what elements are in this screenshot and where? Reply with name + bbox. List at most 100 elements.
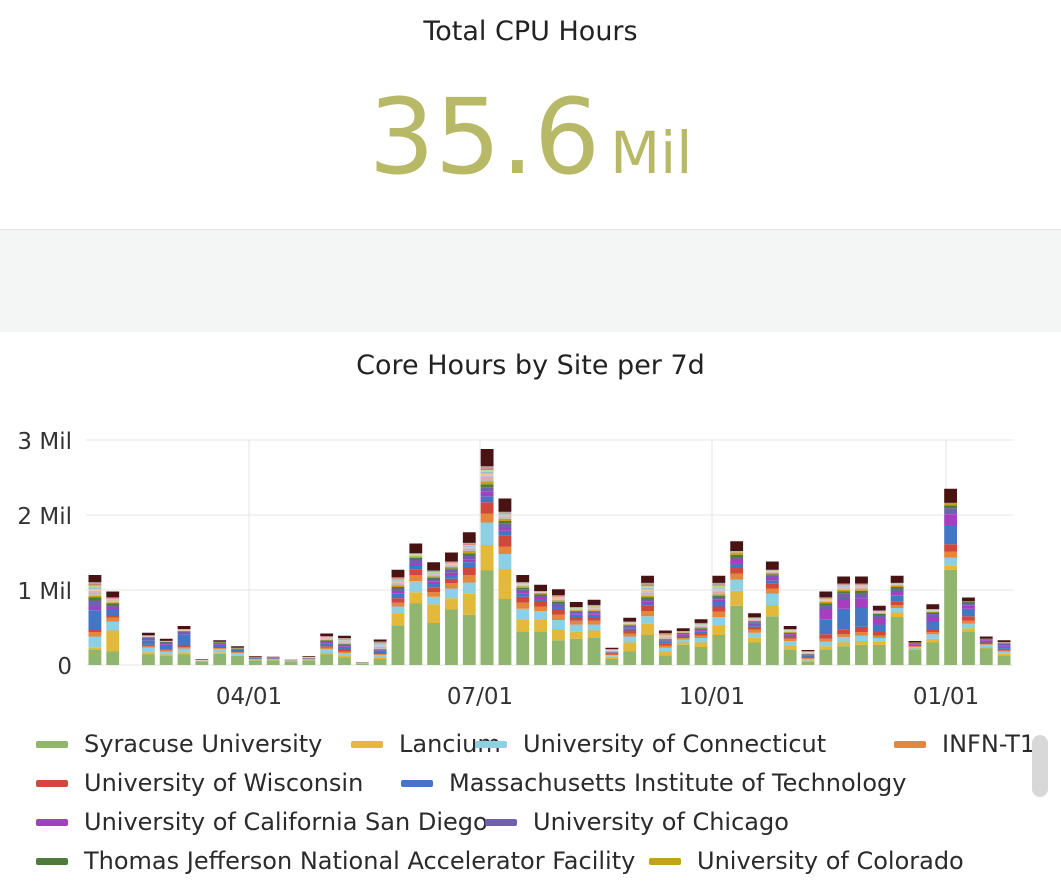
bar-segment [676, 636, 690, 638]
bar-segment [213, 652, 227, 654]
legend-scrollbar[interactable] [1032, 735, 1048, 797]
bar-segment-top [926, 604, 940, 610]
bar-segment [88, 606, 102, 611]
bar-segment-other [373, 642, 387, 644]
bar-segment-other [855, 583, 868, 585]
week-bar-stack[interactable] [765, 561, 779, 666]
week-bar-stack[interactable] [498, 498, 512, 666]
week-bar-stack[interactable] [141, 632, 155, 665]
week-bar-stack[interactable] [248, 656, 262, 665]
bar-segment [159, 651, 173, 655]
week-bar-stack[interactable] [195, 659, 209, 665]
week-bar-stack[interactable] [890, 575, 904, 665]
week-bar-stack[interactable] [605, 647, 619, 665]
week-bar-stack[interactable] [338, 635, 351, 665]
legend-swatch [36, 740, 68, 748]
bar-segment-other [516, 583, 530, 585]
week-bar-stack[interactable] [569, 602, 583, 665]
week-bar-stack[interactable] [837, 576, 851, 666]
legend-item[interactable]: Thomas Jefferson National Accelerator Fa… [36, 847, 635, 875]
week-bar-stack[interactable] [231, 646, 244, 665]
week-bar-stack[interactable] [427, 562, 441, 665]
bar-segment-other [712, 591, 726, 594]
week-bar-stack[interactable] [534, 584, 548, 665]
bar-segment-top [498, 498, 512, 512]
week-bar-stack[interactable] [712, 575, 726, 665]
bar-segment-other [373, 644, 387, 646]
week-bar-stack[interactable] [445, 552, 458, 666]
bar-segment [872, 638, 886, 642]
legend-item[interactable]: Syracuse University [36, 730, 322, 758]
bar-segment [587, 611, 601, 614]
bar-segment [427, 587, 441, 593]
bar-segment [569, 638, 583, 665]
week-bar-stack[interactable] [997, 640, 1011, 665]
week-bar-stack[interactable] [391, 569, 405, 665]
week-bar-stack[interactable] [962, 597, 975, 666]
week-bar-stack[interactable] [694, 619, 708, 665]
bar-segment [516, 593, 530, 597]
bar-segment [338, 647, 351, 650]
week-bar-stack[interactable] [748, 613, 761, 665]
week-bar-stack[interactable] [926, 604, 940, 665]
bar-segment [765, 580, 779, 584]
legend-item[interactable]: University of Chicago [485, 808, 789, 836]
bar-segment-top [890, 575, 904, 583]
week-bar-stack[interactable] [979, 636, 993, 666]
week-bar-stack[interactable] [872, 605, 886, 665]
week-bar-stack[interactable] [623, 617, 637, 665]
week-bar-stack[interactable] [819, 591, 833, 666]
legend-item[interactable]: Lancium [351, 730, 501, 758]
bar-segment-other [480, 471, 494, 474]
week-bar-stack[interactable] [551, 589, 565, 665]
bar-segment [944, 557, 958, 566]
bar-segment [783, 632, 797, 633]
week-bar-stack[interactable] [658, 630, 672, 666]
bar-segment [409, 560, 423, 563]
week-bar-stack[interactable] [106, 591, 120, 666]
week-bar-stack[interactable] [462, 532, 476, 665]
week-bar-stack[interactable] [355, 662, 369, 665]
bar-segment-top [569, 602, 583, 608]
bar-segment [516, 602, 530, 609]
week-bar-stack[interactable] [676, 628, 690, 665]
week-bar-stack[interactable] [801, 650, 815, 665]
legend-label: Massachusetts Institute of Technology [449, 769, 907, 797]
week-bar-stack[interactable] [944, 488, 958, 665]
week-bar-stack[interactable] [88, 575, 102, 665]
bar-segment-other [445, 562, 458, 563]
legend-item[interactable]: University of Wisconsin [36, 769, 363, 797]
week-bar-stack[interactable] [373, 639, 387, 666]
bar-segment-top [480, 449, 494, 467]
week-bar-stack[interactable] [177, 626, 191, 665]
week-bar-stack[interactable] [302, 656, 316, 665]
week-bar-stack[interactable] [159, 638, 173, 665]
legend-item[interactable]: University of Connecticut [475, 730, 826, 758]
bar-segment-other [338, 642, 351, 643]
week-bar-stack[interactable] [783, 626, 797, 665]
week-bar-stack[interactable] [641, 575, 654, 665]
bar-segment [837, 593, 851, 599]
bar-segment [480, 522, 494, 545]
bar-segment-other [516, 585, 530, 586]
week-bar-stack[interactable] [284, 659, 298, 665]
bar-segment [605, 655, 619, 657]
week-bar-stack[interactable] [855, 576, 868, 666]
week-bar-stack[interactable] [213, 640, 227, 665]
bar-segment [801, 656, 815, 658]
legend-item[interactable]: INFN-T1 [894, 730, 1035, 758]
week-bar-stack[interactable] [908, 641, 922, 665]
bar-segment-top [551, 589, 565, 596]
bar-segment [855, 608, 868, 627]
legend-item[interactable]: University of Colorado [649, 847, 964, 875]
bar-segment-top [445, 552, 458, 562]
week-bar-stack[interactable] [320, 633, 334, 666]
week-bar-stack[interactable] [516, 575, 530, 665]
legend-item[interactable]: Massachusetts Institute of Technology [401, 769, 906, 797]
week-bar-stack[interactable] [730, 541, 744, 665]
week-bar-stack[interactable] [266, 656, 280, 665]
week-bar-stack[interactable] [587, 599, 601, 665]
legend-item[interactable]: University of California San Diego [36, 808, 488, 836]
week-bar-stack[interactable] [480, 449, 494, 665]
week-bar-stack[interactable] [409, 543, 423, 666]
